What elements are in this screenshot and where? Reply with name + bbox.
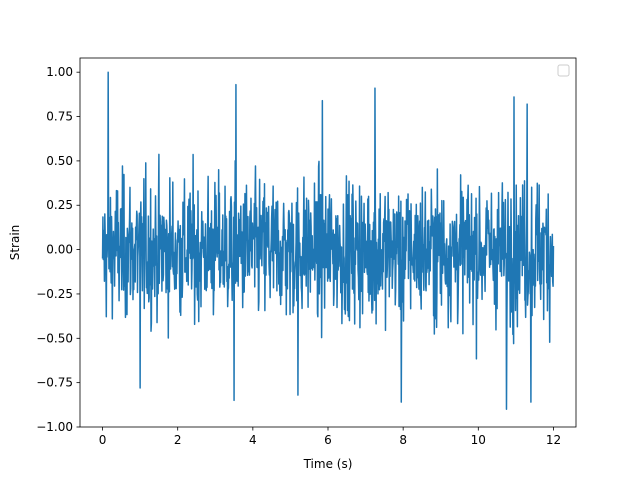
x-axis: 0 2 4 6 8 10 12 [99, 427, 561, 447]
x-tick-label: 6 [324, 433, 332, 447]
x-tick-label: 10 [471, 433, 486, 447]
y-tick-label: 0.50 [46, 154, 73, 168]
y-tick-label: −0.50 [36, 331, 73, 345]
x-tick-label: 0 [99, 433, 107, 447]
y-tick-label: −1.00 [36, 420, 73, 434]
y-tick-label: 0.75 [46, 110, 73, 124]
strain-series-line [101, 71, 555, 411]
y-tick-label: −0.25 [36, 287, 73, 301]
y-axis-label: Strain [8, 225, 22, 261]
y-tick-label: −0.75 [36, 376, 73, 390]
x-axis-label: Time (s) [303, 457, 353, 471]
x-tick-label: 2 [174, 433, 182, 447]
y-tick-label: 0.00 [46, 243, 73, 257]
y-axis: −1.00 −0.75 −0.50 −0.25 0.00 0.25 0.50 0.75 1.00 [36, 65, 80, 434]
legend-box [557, 64, 570, 77]
y-tick-label: 0.25 [46, 198, 73, 212]
plot-area [101, 71, 555, 411]
x-tick-label: 8 [399, 433, 407, 447]
x-tick-label: 4 [249, 433, 257, 447]
y-tick-label: 1.00 [46, 65, 73, 79]
x-tick-label: 12 [546, 433, 561, 447]
